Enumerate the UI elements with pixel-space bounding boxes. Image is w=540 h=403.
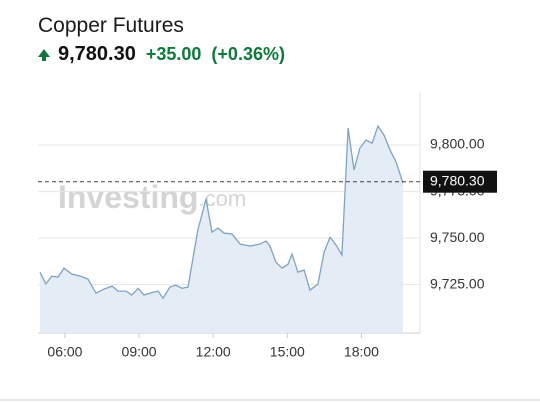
area-fill: [39, 126, 403, 334]
x-tick-label: 12:00: [196, 344, 231, 360]
watermark: Investing.com: [58, 179, 246, 215]
quote: 9,780.30 +35.00 (+0.36%): [38, 43, 295, 66]
change-pct: (+0.36%): [211, 44, 285, 64]
x-tick-label: 18:00: [344, 344, 379, 360]
title: Copper Futures: [38, 14, 184, 37]
up-arrow: [38, 48, 50, 61]
x-tick-label: 06:00: [47, 344, 82, 360]
y-tick-label: 9,725.00: [430, 275, 485, 291]
last-price-box: [423, 170, 497, 193]
y-tick-label: 9,750.00: [430, 229, 485, 245]
watermark-brand: Investing: [58, 179, 198, 215]
price: 9,780.30: [58, 43, 136, 65]
y-tick-label: 9,800.00: [430, 136, 485, 152]
x-tick-label: 15:00: [270, 344, 305, 360]
change: +35.00: [145, 44, 202, 64]
x-tick-label: 09:00: [122, 344, 157, 360]
price-line: [39, 124, 404, 300]
last-price-label: 9,780.30: [430, 172, 485, 188]
